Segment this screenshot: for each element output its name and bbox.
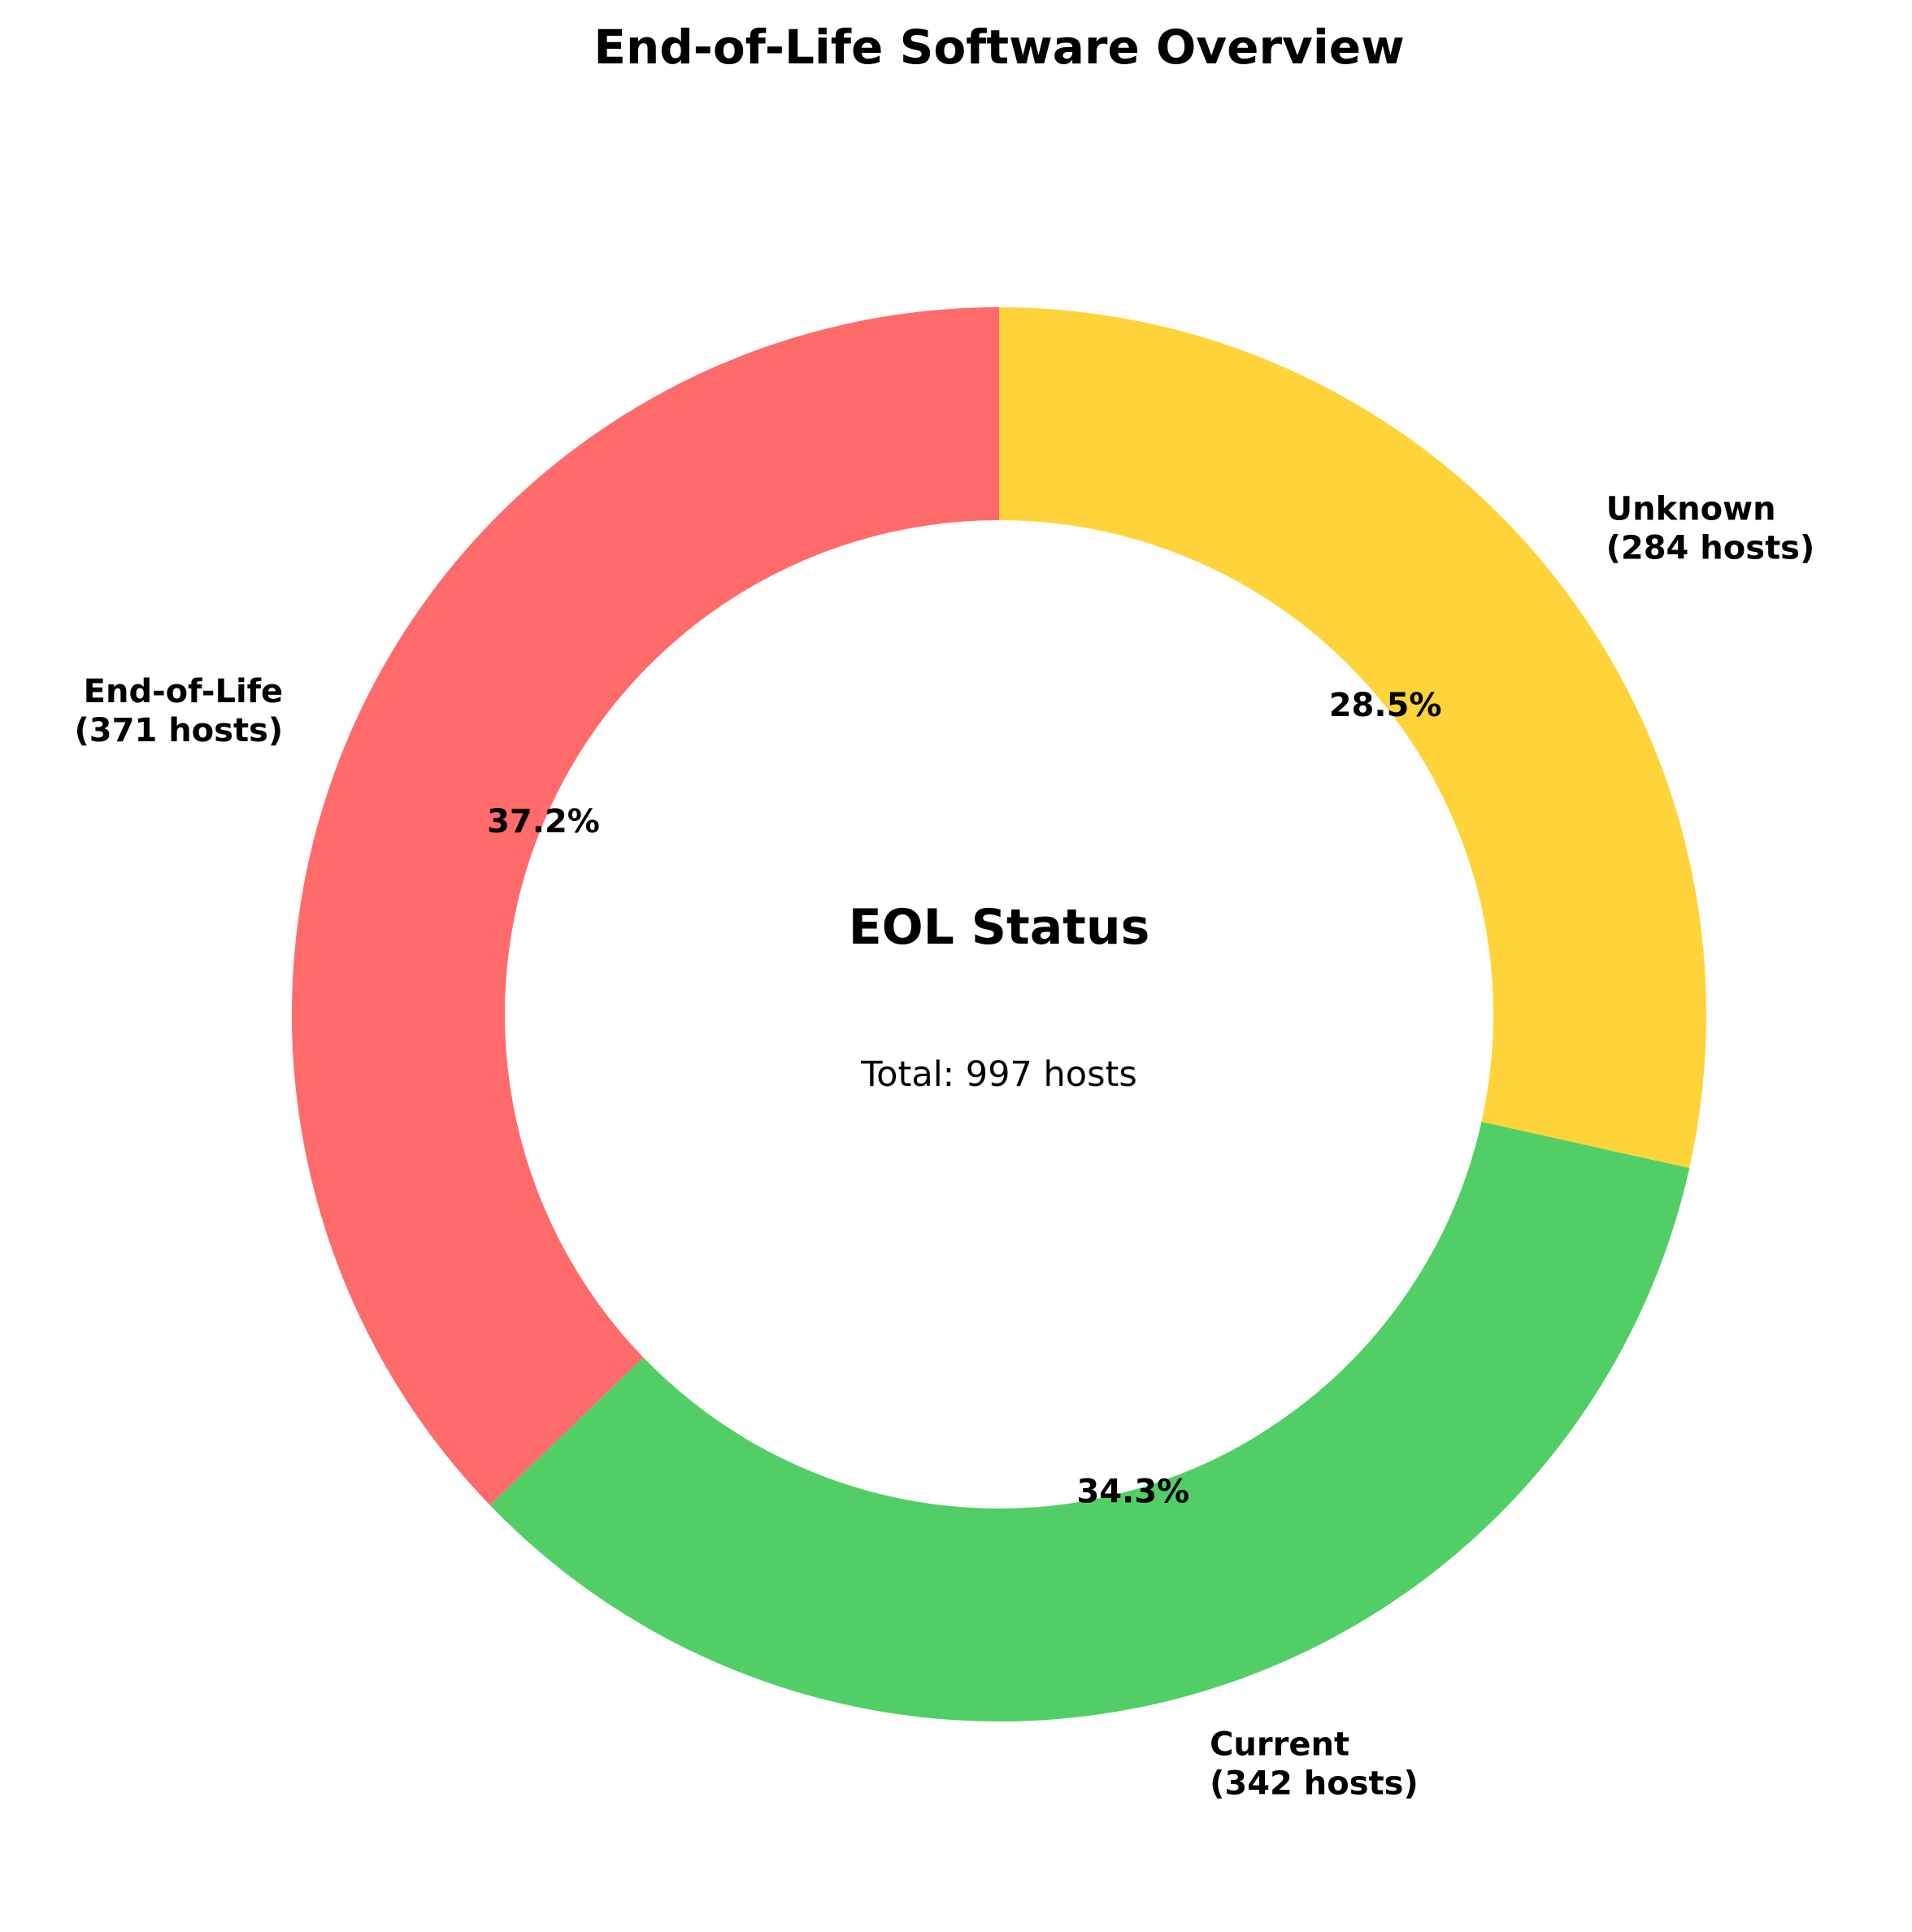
slice-label: Unknown (284 hosts) (1606, 490, 1815, 567)
donut-slice-end-of-life (292, 307, 999, 1505)
slice-label: Current (342 hosts) (1210, 1726, 1419, 1802)
labels-layer: End-of-Life (371 hosts) 37.2% Current (342 h… (75, 490, 1815, 1802)
chart-title: End-of-Life Software Overview (593, 20, 1404, 75)
slice-percent-label: 28.5% (1329, 687, 1442, 724)
slice-percent-label: 37.2% (487, 803, 600, 840)
slice-percent-label: 34.3% (1076, 1473, 1189, 1510)
donut-slice-current (489, 1122, 1690, 1721)
donut-slice-unknown (999, 307, 1706, 1169)
slice-label: End-of-Life (371 hosts) (75, 673, 284, 749)
center-subtitle: Total: 997 hosts (860, 1054, 1137, 1095)
slices-layer (292, 307, 1706, 1721)
center-title: EOL Status (849, 899, 1150, 956)
